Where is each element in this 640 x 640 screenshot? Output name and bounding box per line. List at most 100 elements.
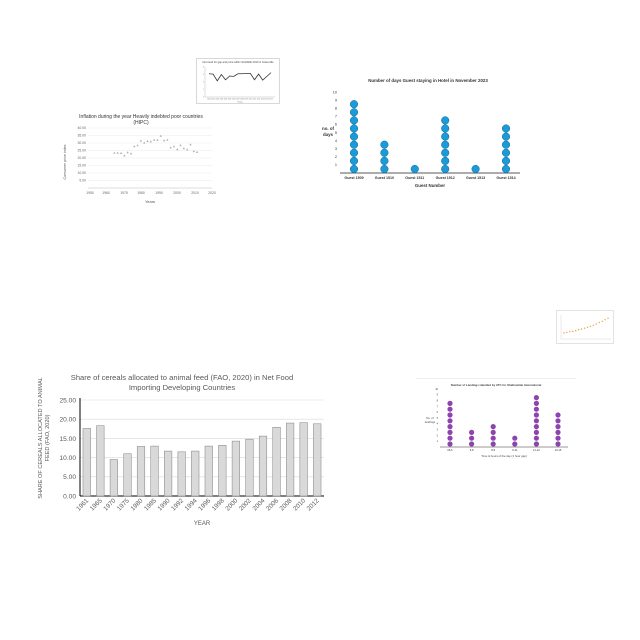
cereal-x-tick: 1980 bbox=[129, 497, 144, 512]
landings-y-tick: 3 bbox=[437, 429, 439, 432]
inflation-data-point bbox=[143, 141, 146, 144]
hotel-dot bbox=[441, 148, 450, 157]
landings-y-tick: 1 bbox=[437, 440, 439, 443]
mini-scatter-chart bbox=[556, 310, 614, 344]
landings-dot bbox=[533, 406, 539, 412]
cereal-y-tick: 20.00 bbox=[59, 417, 76, 424]
hotel-dot bbox=[349, 164, 359, 174]
hotel-x-tick: Guest 1509 bbox=[344, 176, 363, 180]
atc-landings-dot-plot-svg: Number of Landings Handled by ATC for Sh… bbox=[425, 383, 568, 458]
hotel-x-tick: Guest 1514 bbox=[496, 176, 515, 180]
landings-dot bbox=[490, 435, 496, 441]
cereal-bar bbox=[136, 446, 146, 497]
landings-dot bbox=[469, 435, 475, 441]
cereal-x-tick: 1970 bbox=[102, 497, 117, 512]
hotel-y-tick: 5 bbox=[335, 131, 337, 135]
inflation-x-tick: 1980 bbox=[137, 191, 145, 195]
landings-y-tick: 8 bbox=[437, 400, 439, 403]
inflation-x-tick: 2010 bbox=[191, 191, 199, 195]
landings-dot bbox=[447, 400, 453, 406]
cereal-title-line2: Importing Developing Countries bbox=[129, 383, 236, 392]
inflation-y-tick: 25.00 bbox=[78, 149, 87, 153]
hotel-dot bbox=[501, 140, 511, 149]
cereal-bar bbox=[109, 459, 118, 497]
landings-dot bbox=[469, 441, 475, 447]
mini-scatter-point bbox=[563, 332, 565, 334]
landings-x-tick: 6-8 bbox=[470, 448, 474, 452]
net-trend-x-tick: 2007 bbox=[236, 99, 240, 101]
cereal-x-tick: 2012 bbox=[306, 497, 321, 512]
inflation-data-point bbox=[139, 139, 143, 142]
hotel-dot bbox=[349, 148, 359, 157]
landings-dot bbox=[447, 412, 453, 418]
landings-dot bbox=[447, 406, 453, 412]
net-trend-x-tick: 2001 bbox=[211, 99, 215, 101]
mini-scatter-chart-svg bbox=[560, 315, 611, 340]
net-trend-x-tick: 2005 bbox=[228, 99, 232, 101]
net-trend-x-tick: 2012 bbox=[257, 99, 261, 101]
cereal-x-tick: 2002 bbox=[238, 497, 253, 512]
net-trend-x-tick: 2009 bbox=[244, 99, 248, 101]
inflation-data-point bbox=[133, 145, 136, 148]
hotel-dot bbox=[349, 124, 359, 133]
landings-dot bbox=[490, 424, 496, 430]
mini-scatter-point bbox=[601, 320, 603, 322]
inflation-data-point bbox=[119, 151, 123, 154]
landings-dot bbox=[533, 424, 539, 430]
cereal-bar bbox=[286, 422, 295, 497]
landings-y-tick: 2 bbox=[437, 434, 439, 437]
mini-scatter-point bbox=[572, 330, 574, 333]
net-trend-y-tick: 8 bbox=[203, 67, 204, 69]
hotel-dot bbox=[410, 164, 419, 174]
cereal-bar bbox=[82, 428, 91, 497]
landings-x-tick: 9-11 bbox=[512, 448, 518, 452]
net-trend-x-tick: 2013 bbox=[261, 99, 265, 101]
mini-scatter-point bbox=[589, 325, 592, 328]
cereal-title-line1: Share of cereals allocated to animal fee… bbox=[71, 373, 293, 382]
hotel-dot bbox=[501, 156, 511, 165]
hotel-dot bbox=[441, 156, 450, 165]
hotel-guest-dot-plot-svg: Number of days Guest staying in Hotel in… bbox=[322, 78, 520, 188]
cereal-x-tick: 1965 bbox=[89, 497, 104, 512]
mini-scatter-point bbox=[592, 324, 595, 326]
cereal-y-tick: 15.00 bbox=[59, 436, 76, 443]
landings-x-label: Time & hours of the day (1 hour gap) bbox=[481, 454, 527, 458]
cereal-x-tick: 1975 bbox=[116, 497, 131, 512]
hotel-dot bbox=[441, 140, 450, 149]
landings-dot bbox=[533, 418, 539, 424]
cereal-bar bbox=[150, 445, 159, 497]
hotel-x-tick: Guest 1511 bbox=[405, 176, 424, 180]
landings-x-tick: 13-15 bbox=[555, 448, 562, 452]
cereal-bar bbox=[272, 427, 281, 497]
landings-dot bbox=[447, 441, 453, 447]
hotel-y-tick: 3 bbox=[335, 147, 337, 151]
net-trend-y-tick: 0 bbox=[203, 97, 204, 99]
inflation-data-point bbox=[136, 144, 139, 147]
net-trend-x-tick: 2008 bbox=[240, 99, 244, 101]
cereal-bar bbox=[218, 445, 227, 497]
net-trend-series-line bbox=[208, 72, 272, 82]
hotel-y-tick: 10 bbox=[333, 90, 337, 94]
cereal-x-label: YEAR bbox=[194, 521, 211, 527]
net-trend-y-tick: 6 bbox=[203, 74, 204, 76]
inflation-x-label: Years bbox=[145, 199, 155, 204]
inflation-y-tick: 30.00 bbox=[78, 141, 87, 145]
mini-scatter-point bbox=[583, 327, 586, 329]
hotel-dot bbox=[501, 164, 511, 174]
inflation-data-point bbox=[172, 145, 176, 148]
hotel-dot bbox=[349, 108, 359, 117]
landings-dot bbox=[447, 424, 453, 430]
landings-dot bbox=[447, 429, 453, 435]
inflation-data-point bbox=[196, 150, 199, 153]
cereal-x-tick: 2008 bbox=[279, 497, 294, 512]
cereal-share-bar-chart-svg: Share of cereals allocated to animal fee… bbox=[38, 373, 324, 527]
hotel-y-tick: 7 bbox=[335, 115, 337, 119]
cereal-x-tick: 2010 bbox=[292, 497, 307, 512]
hotel-y-label-line2: days bbox=[323, 132, 334, 137]
landings-y-tick: 9 bbox=[437, 394, 439, 397]
cereal-bar bbox=[204, 445, 213, 497]
net-trend-x-label: Years bbox=[237, 101, 243, 104]
mini-scatter-point bbox=[598, 321, 600, 324]
mini-scatter-point bbox=[580, 328, 583, 330]
cereal-x-tick: 1990 bbox=[157, 497, 172, 512]
